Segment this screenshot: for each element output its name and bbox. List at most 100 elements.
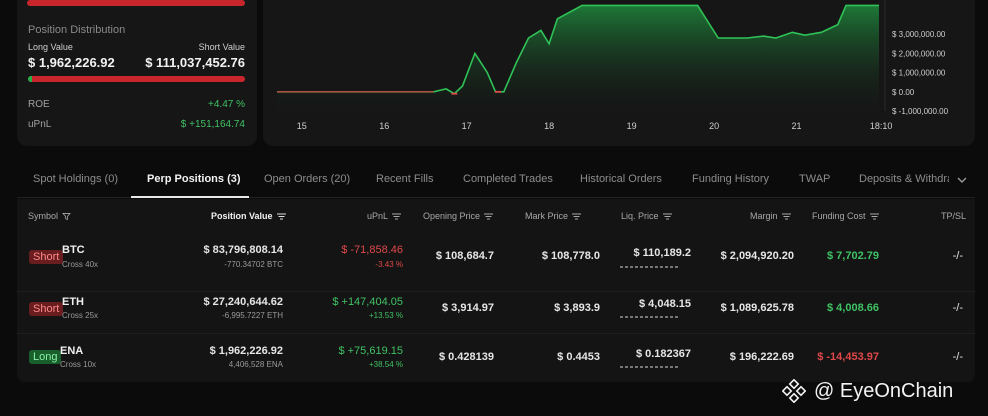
upnl-percent: +13.53 %	[368, 311, 403, 320]
header-opening-price-label: Opening Price	[423, 211, 481, 221]
leverage-label: Cross 10x	[60, 360, 97, 369]
opening-price: $ 108,684.7	[435, 250, 494, 262]
sort-icon[interactable]	[484, 213, 494, 220]
y-tick-label: $ 1,000,000.00	[892, 69, 946, 78]
y-tick-label: $ -1,000,000.00	[892, 107, 949, 116]
header-liq-price-label: Liq. Price	[621, 211, 659, 221]
header-upnl[interactable]: uPnL	[367, 211, 402, 221]
leverage-label: Cross 25x	[62, 311, 99, 320]
tpsl-value[interactable]: -/-	[952, 351, 963, 363]
tpsl-value[interactable]: -/-	[952, 250, 963, 262]
roe-value: +4.47 %	[208, 99, 245, 110]
sort-icon[interactable]	[572, 213, 582, 220]
position-value: $ 83,796,808.14	[203, 244, 283, 256]
roe-label: ROE	[28, 99, 50, 110]
tab-completed-trades[interactable]: Completed Trades	[463, 173, 553, 185]
pnl-chart-card: 15 16 17 18 19 20 21 18:10 $ 3,000,000.00 $ 2,00…	[263, 0, 975, 146]
x-tick-label: 18:10	[870, 121, 893, 131]
long-value-label: Long Value	[28, 42, 73, 52]
watermark: @ EyeOnChain	[782, 376, 953, 406]
header-funding-cost[interactable]: Funding Cost	[812, 211, 879, 221]
header-upnl-label: uPnL	[367, 211, 389, 221]
symbol-name: BTC	[62, 244, 85, 256]
sort-icon[interactable]	[276, 213, 286, 220]
position-size: -6,995.7227 ETH	[222, 311, 283, 320]
tab-recent-fills[interactable]: Recent Fills	[376, 173, 434, 185]
watermark-text: @ EyeOnChain	[814, 379, 954, 402]
funding-cost: $ 4,008.66	[827, 302, 879, 314]
positions-tab-bar: Spot Holdings (0) Perp Positions (3) Ope…	[17, 162, 975, 198]
leverage-label: Cross 40x	[62, 260, 99, 269]
pnl-chart: 15 16 17 18 19 20 21 18:10 $ 3,000,000.00 $ 2,00…	[277, 0, 949, 131]
position-summary-card: Position Distribution Long Value Short V…	[17, 0, 257, 146]
position-size: -770.34702 BTC	[224, 260, 283, 269]
x-tick-label: 21	[792, 121, 802, 131]
sort-icon[interactable]	[869, 213, 879, 220]
header-funding-cost-label: Funding Cost	[812, 211, 866, 221]
binance-logo-icon	[782, 379, 806, 403]
x-tick-label: 20	[709, 121, 719, 131]
tab-historical-orders[interactable]: Historical Orders	[580, 173, 662, 185]
table-row[interactable]: Short BTC Cross 40x $ 83,796,808.14 -770…	[17, 232, 975, 292]
long-value: $ 1,962,226.92	[28, 55, 115, 70]
top-progress-bar	[27, 0, 245, 6]
mark-price: $ 3,893.9	[554, 302, 600, 314]
side-badge: Short	[29, 302, 64, 316]
opening-price: $ 0.428139	[438, 351, 494, 363]
header-symbol-label: Symbol	[28, 211, 59, 221]
sort-icon[interactable]	[781, 213, 791, 220]
header-position-value[interactable]: Position Value	[211, 211, 286, 221]
margin-value: $ 1,089,625.78	[720, 302, 794, 314]
symbol-name: ENA	[60, 345, 84, 357]
opening-price: $ 3,914.97	[442, 302, 494, 314]
liq-price: $ 0.182367	[635, 348, 691, 360]
tpsl-value[interactable]: -/-	[952, 302, 963, 314]
y-tick-label: $ 0.00	[892, 88, 915, 97]
upnl-value: $ +151,164.74	[180, 119, 245, 130]
sort-icon[interactable]	[662, 213, 672, 220]
header-margin[interactable]: Margin	[750, 211, 791, 221]
x-tick-label: 19	[627, 121, 637, 131]
table-row[interactable]: Short ETH Cross 25x $ 27,240,644.62 -6,9…	[17, 291, 975, 351]
sort-icon[interactable]	[392, 213, 402, 220]
tab-deposits-withdrawals[interactable]: Deposits & Withdra	[859, 173, 949, 185]
filter-icon[interactable]	[62, 212, 71, 220]
header-symbol[interactable]: Symbol	[28, 211, 71, 221]
header-tpsl: TP/SL	[941, 211, 967, 221]
liq-price: $ 110,189.2	[633, 247, 691, 259]
short-value-label: Short Value	[198, 42, 245, 52]
tab-open-orders[interactable]: Open Orders (20)	[264, 173, 351, 185]
header-margin-label: Margin	[750, 211, 778, 221]
short-value: $ 111,037,452.76	[145, 55, 245, 70]
tab-twap[interactable]: TWAP	[799, 173, 831, 185]
upnl-label: uPnL	[28, 119, 52, 130]
tab-funding-history[interactable]: Funding History	[692, 173, 770, 185]
liq-risk-indicator	[620, 316, 678, 319]
tab-spot-holdings[interactable]: Spot Holdings (0)	[33, 173, 118, 185]
upnl-percent: +38.54 %	[368, 360, 403, 369]
header-position-value-label: Position Value	[211, 211, 273, 221]
margin-value: $ 2,094,920.20	[720, 250, 794, 262]
side-badge: Long	[29, 350, 62, 364]
pnl-area	[277, 5, 879, 121]
liq-risk-indicator	[620, 366, 678, 369]
side-badge: Short	[29, 250, 64, 264]
funding-cost: $ -14,453.97	[817, 351, 879, 363]
table-row[interactable]: Long ENA Cross 10x $ 1,962,226.92 4,406,…	[17, 333, 975, 393]
liq-price: $ 4,048.15	[639, 298, 691, 310]
upnl-value: $ -71,858.46	[341, 244, 403, 256]
header-mark-price[interactable]: Mark Price	[525, 211, 582, 221]
perp-positions-table: Symbol Position Value uPnL Opening Price…	[17, 199, 975, 382]
header-opening-price[interactable]: Opening Price	[423, 211, 494, 221]
funding-cost: $ 7,702.79	[827, 250, 879, 262]
upnl-value: $ +75,619.15	[338, 345, 403, 357]
tab-perp-positions[interactable]: Perp Positions (3)	[147, 173, 241, 185]
y-tick-label: $ 3,000,000.00	[892, 30, 946, 39]
y-tick-label: $ 2,000,000.00	[892, 49, 946, 58]
chevron-down-icon[interactable]	[955, 173, 969, 187]
liq-risk-indicator	[620, 266, 678, 269]
header-liq-price[interactable]: Liq. Price	[621, 211, 672, 221]
pnl-line	[277, 4, 879, 95]
x-tick-label: 17	[462, 121, 472, 131]
distribution-long-fill	[28, 76, 32, 82]
